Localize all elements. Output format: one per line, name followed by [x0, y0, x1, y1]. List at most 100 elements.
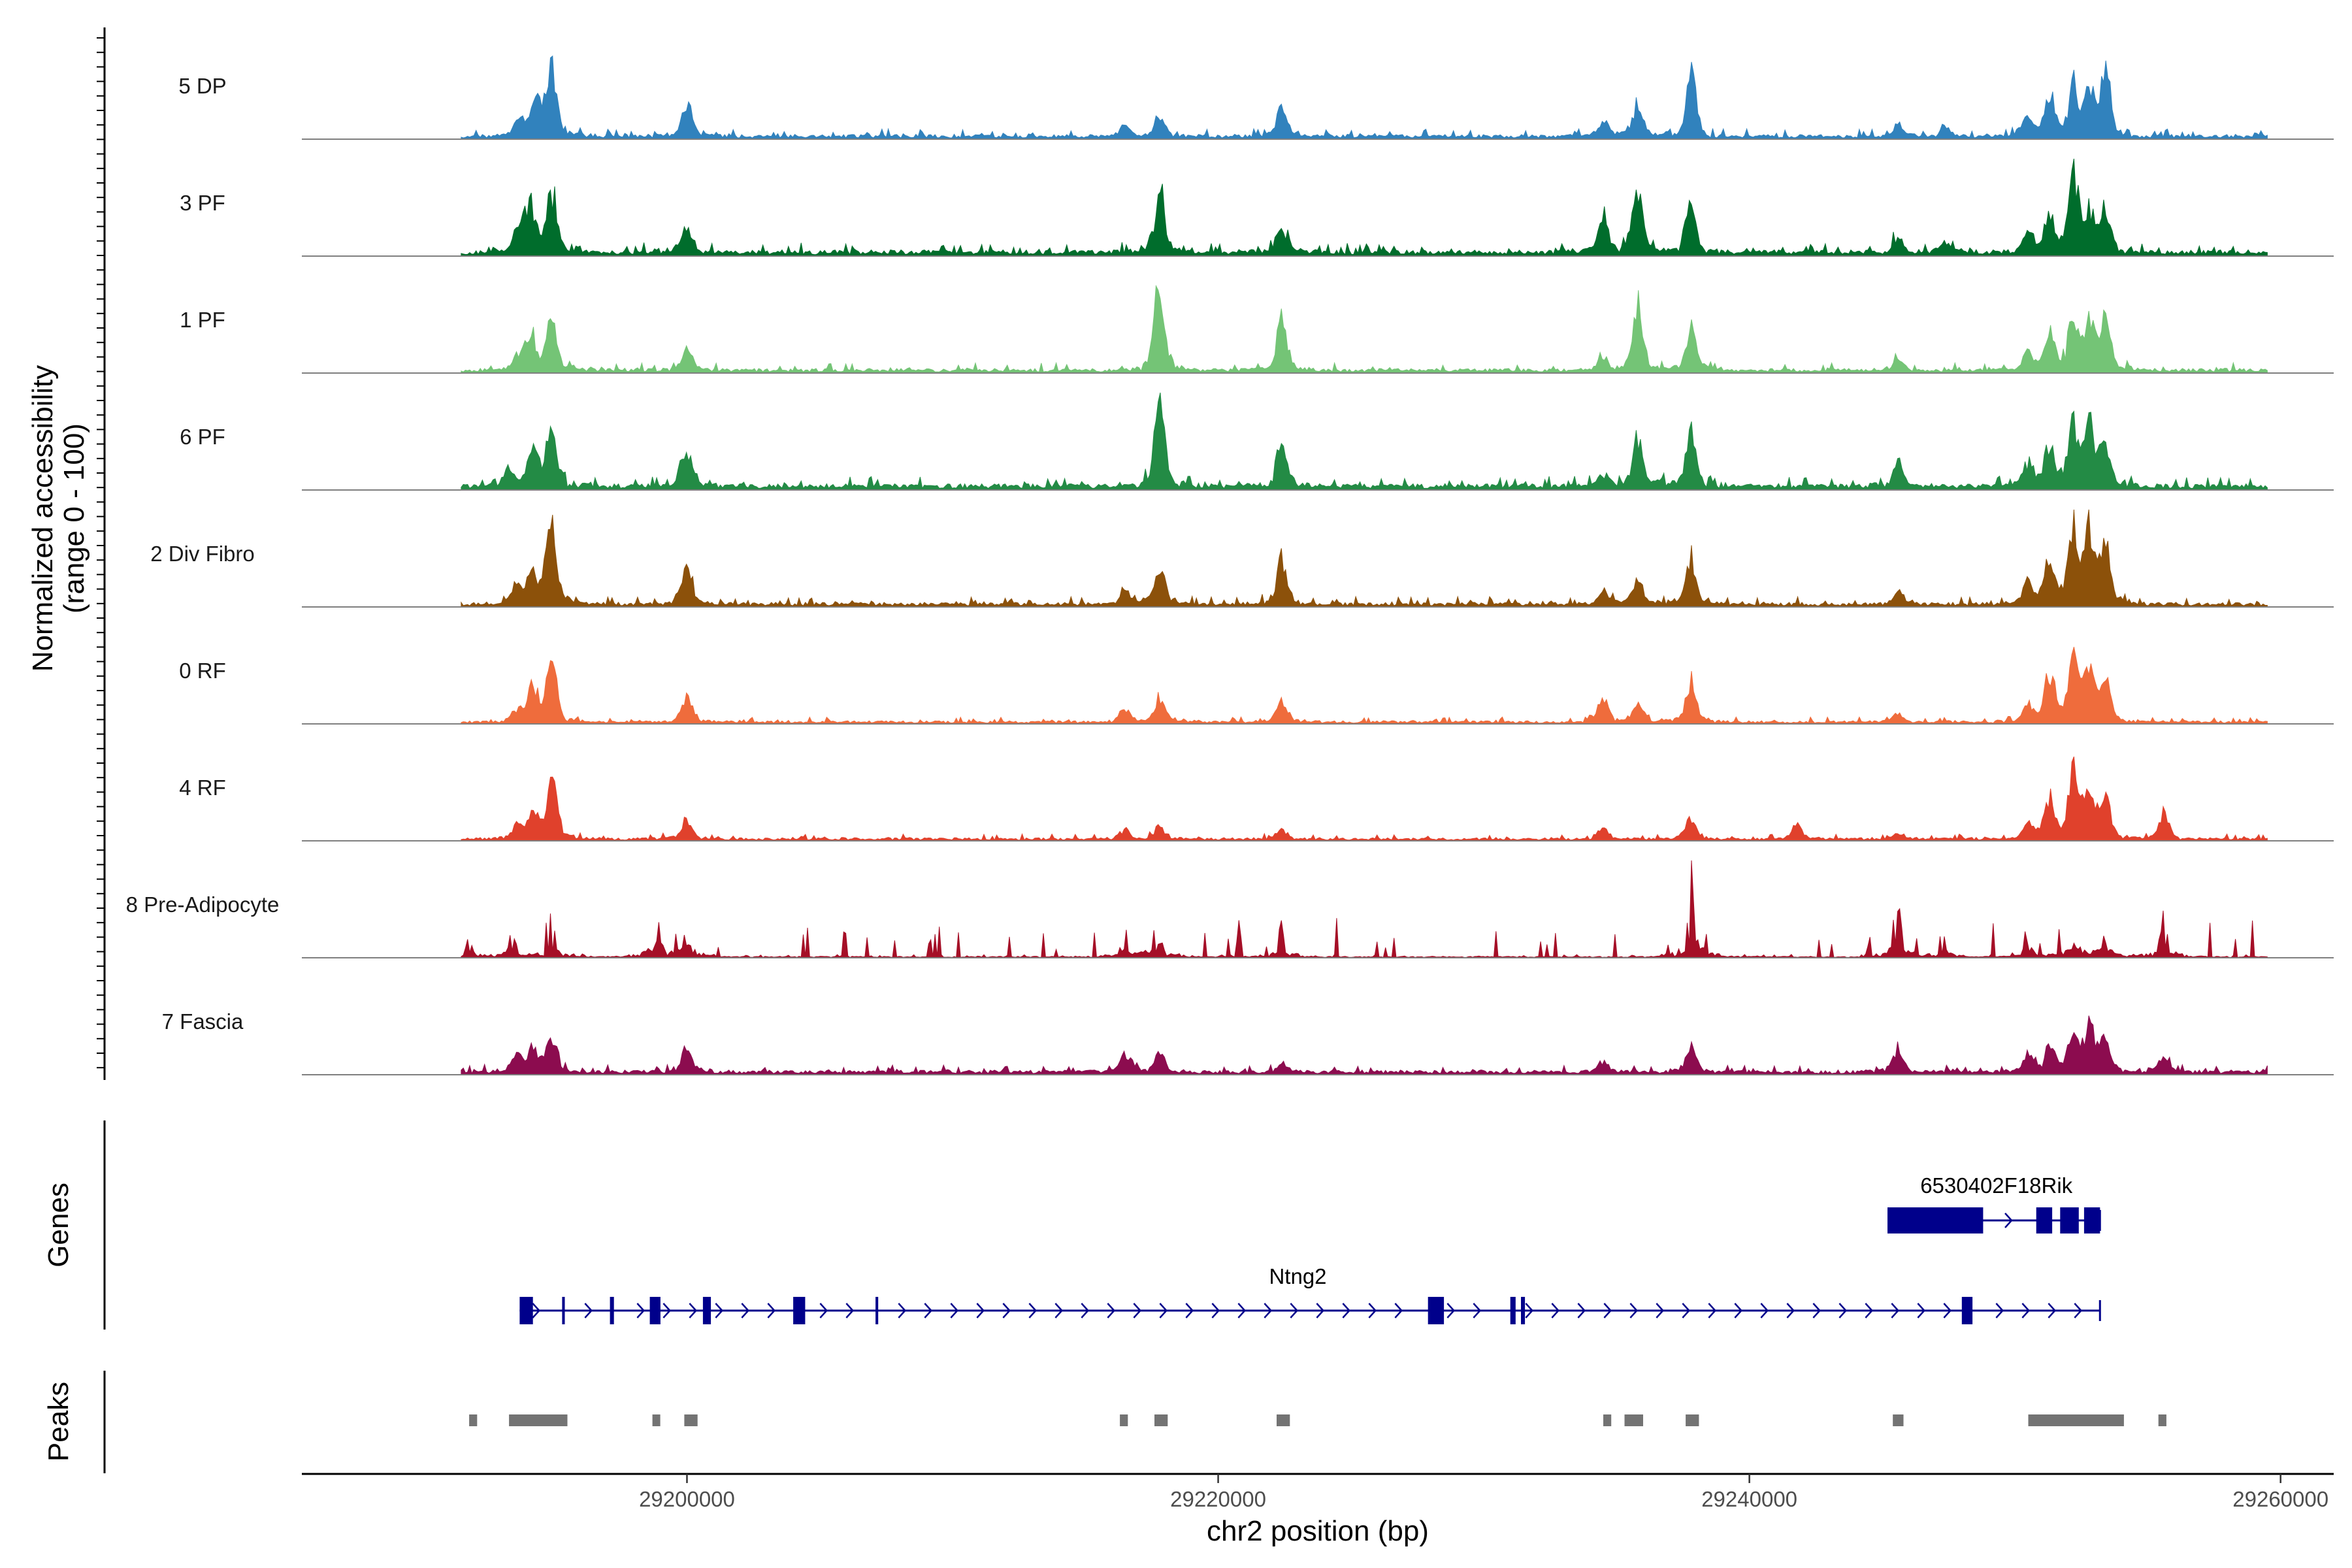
strand-chevron — [1394, 1303, 1403, 1318]
track-5-dp: 5 DP — [178, 55, 2334, 140]
track-7-fascia: 7 Fascia — [162, 1009, 2334, 1075]
gene-exon — [2036, 1207, 2053, 1233]
y-axis-title-line-1: Normalized accessibility — [27, 365, 59, 672]
track-label-6-pf: 6 PF — [180, 425, 225, 449]
strand-chevron — [1081, 1303, 1090, 1318]
strand-chevron — [845, 1303, 855, 1318]
strand-chevron — [1446, 1303, 1456, 1318]
strand-chevron — [1002, 1303, 1011, 1318]
track-label-0-rf: 0 RF — [179, 659, 226, 683]
x-tick-label: 29260000 — [2232, 1487, 2328, 1511]
strand-chevron — [1211, 1303, 1220, 1318]
peak-region — [1277, 1414, 1290, 1426]
signal-0-rf — [461, 647, 2268, 725]
peak-region — [509, 1414, 568, 1426]
strand-chevron — [1629, 1303, 1639, 1318]
strand-chevron — [1865, 1303, 1874, 1318]
strand-chevron — [1838, 1303, 1848, 1318]
strand-chevron — [1682, 1303, 1691, 1318]
peak-region — [684, 1414, 698, 1426]
signal-8-pre-adipocyte — [461, 860, 2268, 958]
signal-5-dp — [461, 55, 2268, 140]
x-tick-label: 29200000 — [639, 1487, 735, 1511]
peaks-panel — [103, 1371, 2166, 1473]
gene-exon — [519, 1297, 533, 1324]
track-6-pf: 6 PF — [180, 392, 2334, 491]
strand-chevron — [1995, 1303, 2004, 1318]
gene-exon — [875, 1297, 879, 1324]
strand-chevron — [689, 1303, 698, 1318]
strand-chevron — [2048, 1303, 2057, 1318]
strand-chevron — [1054, 1303, 1064, 1318]
signal-3-pf — [461, 158, 2268, 257]
track-label-3-pf: 3 PF — [180, 191, 225, 215]
strand-chevron — [1525, 1303, 1534, 1318]
genes-panel-title: Genes — [42, 1183, 74, 1267]
gene-exon — [610, 1297, 614, 1324]
strand-chevron — [1185, 1303, 1194, 1318]
track-1-pf: 1 PF — [180, 284, 2334, 374]
track-0-rf: 0 RF — [179, 647, 2334, 725]
track-4-rf: 4 RF — [179, 757, 2334, 841]
signal-2-div-fibro — [461, 509, 2268, 608]
strand-chevron — [767, 1303, 776, 1318]
strand-chevron — [1760, 1303, 1769, 1318]
gene-exon — [1521, 1297, 1526, 1324]
strand-chevron — [741, 1303, 750, 1318]
peak-region — [2028, 1414, 2124, 1426]
strand-chevron — [1473, 1303, 1482, 1318]
track-label-7-fascia: 7 Fascia — [162, 1009, 244, 1034]
strand-chevron — [636, 1303, 645, 1318]
strand-chevron — [924, 1303, 933, 1318]
peaks-panel-title: Peaks — [42, 1382, 74, 1462]
track-8-pre-adipocyte: 8 Pre-Adipocyte — [126, 860, 2334, 958]
signal-6-pf — [461, 392, 2268, 491]
gene-exon — [1887, 1207, 1984, 1233]
x-tick-label: 29240000 — [1701, 1487, 1797, 1511]
track-label-4-rf: 4 RF — [179, 776, 226, 800]
x-tick-label: 29220000 — [1170, 1487, 1266, 1511]
gene-label-ntng2: Ntng2 — [1269, 1264, 1326, 1288]
track-2-div-fibro: 2 Div Fibro — [150, 509, 2334, 608]
strand-chevron — [1734, 1303, 1743, 1318]
gene-label-6530402f18rik: 6530402F18Rik — [1920, 1173, 2072, 1198]
strand-chevron — [1656, 1303, 1665, 1318]
strand-chevron — [1290, 1303, 1299, 1318]
strand-chevron — [715, 1303, 724, 1318]
gene-exon — [2060, 1207, 2079, 1233]
gene-exon — [1961, 1297, 1973, 1324]
strand-chevron — [1577, 1303, 1586, 1318]
strand-chevron — [1133, 1303, 1142, 1318]
strand-chevron — [1368, 1303, 1377, 1318]
strand-chevron — [2004, 1213, 2013, 1228]
peak-region — [1686, 1414, 1699, 1426]
strand-chevron — [1891, 1303, 1900, 1318]
strand-chevron — [898, 1303, 907, 1318]
y-axis-title-line-2: (range 0 - 100) — [58, 423, 90, 613]
genes-panel: 6530402F18Rik Ntng2 — [103, 1120, 2101, 1330]
strand-chevron — [2021, 1303, 2031, 1318]
gene-exon — [702, 1297, 711, 1324]
peak-region — [1893, 1414, 1904, 1426]
x-axis-title: chr2 position (bp) — [1207, 1515, 1429, 1547]
strand-chevron — [976, 1303, 985, 1318]
peak-region — [1154, 1414, 1168, 1426]
gene-6530402f18rik: 6530402F18Rik — [1887, 1173, 2101, 1233]
track-label-1-pf: 1 PF — [180, 308, 225, 332]
strand-chevron — [1316, 1303, 1325, 1318]
gene-exon — [562, 1297, 565, 1324]
strand-chevron — [819, 1303, 828, 1318]
peak-region — [469, 1414, 478, 1426]
track-label-2-div-fibro: 2 Div Fibro — [150, 542, 255, 566]
strand-chevron — [1264, 1303, 1273, 1318]
peak-region — [1120, 1414, 1128, 1426]
strand-chevron — [1917, 1303, 1926, 1318]
y-axis — [97, 27, 106, 1080]
strand-chevron — [1708, 1303, 1717, 1318]
strand-chevron — [1237, 1303, 1247, 1318]
track-label-5-dp: 5 DP — [178, 74, 226, 98]
x-axis: 29200000 29220000 29240000 29260000 — [302, 1473, 2334, 1511]
signal-1-pf — [461, 284, 2268, 374]
gene-exon — [649, 1297, 661, 1324]
